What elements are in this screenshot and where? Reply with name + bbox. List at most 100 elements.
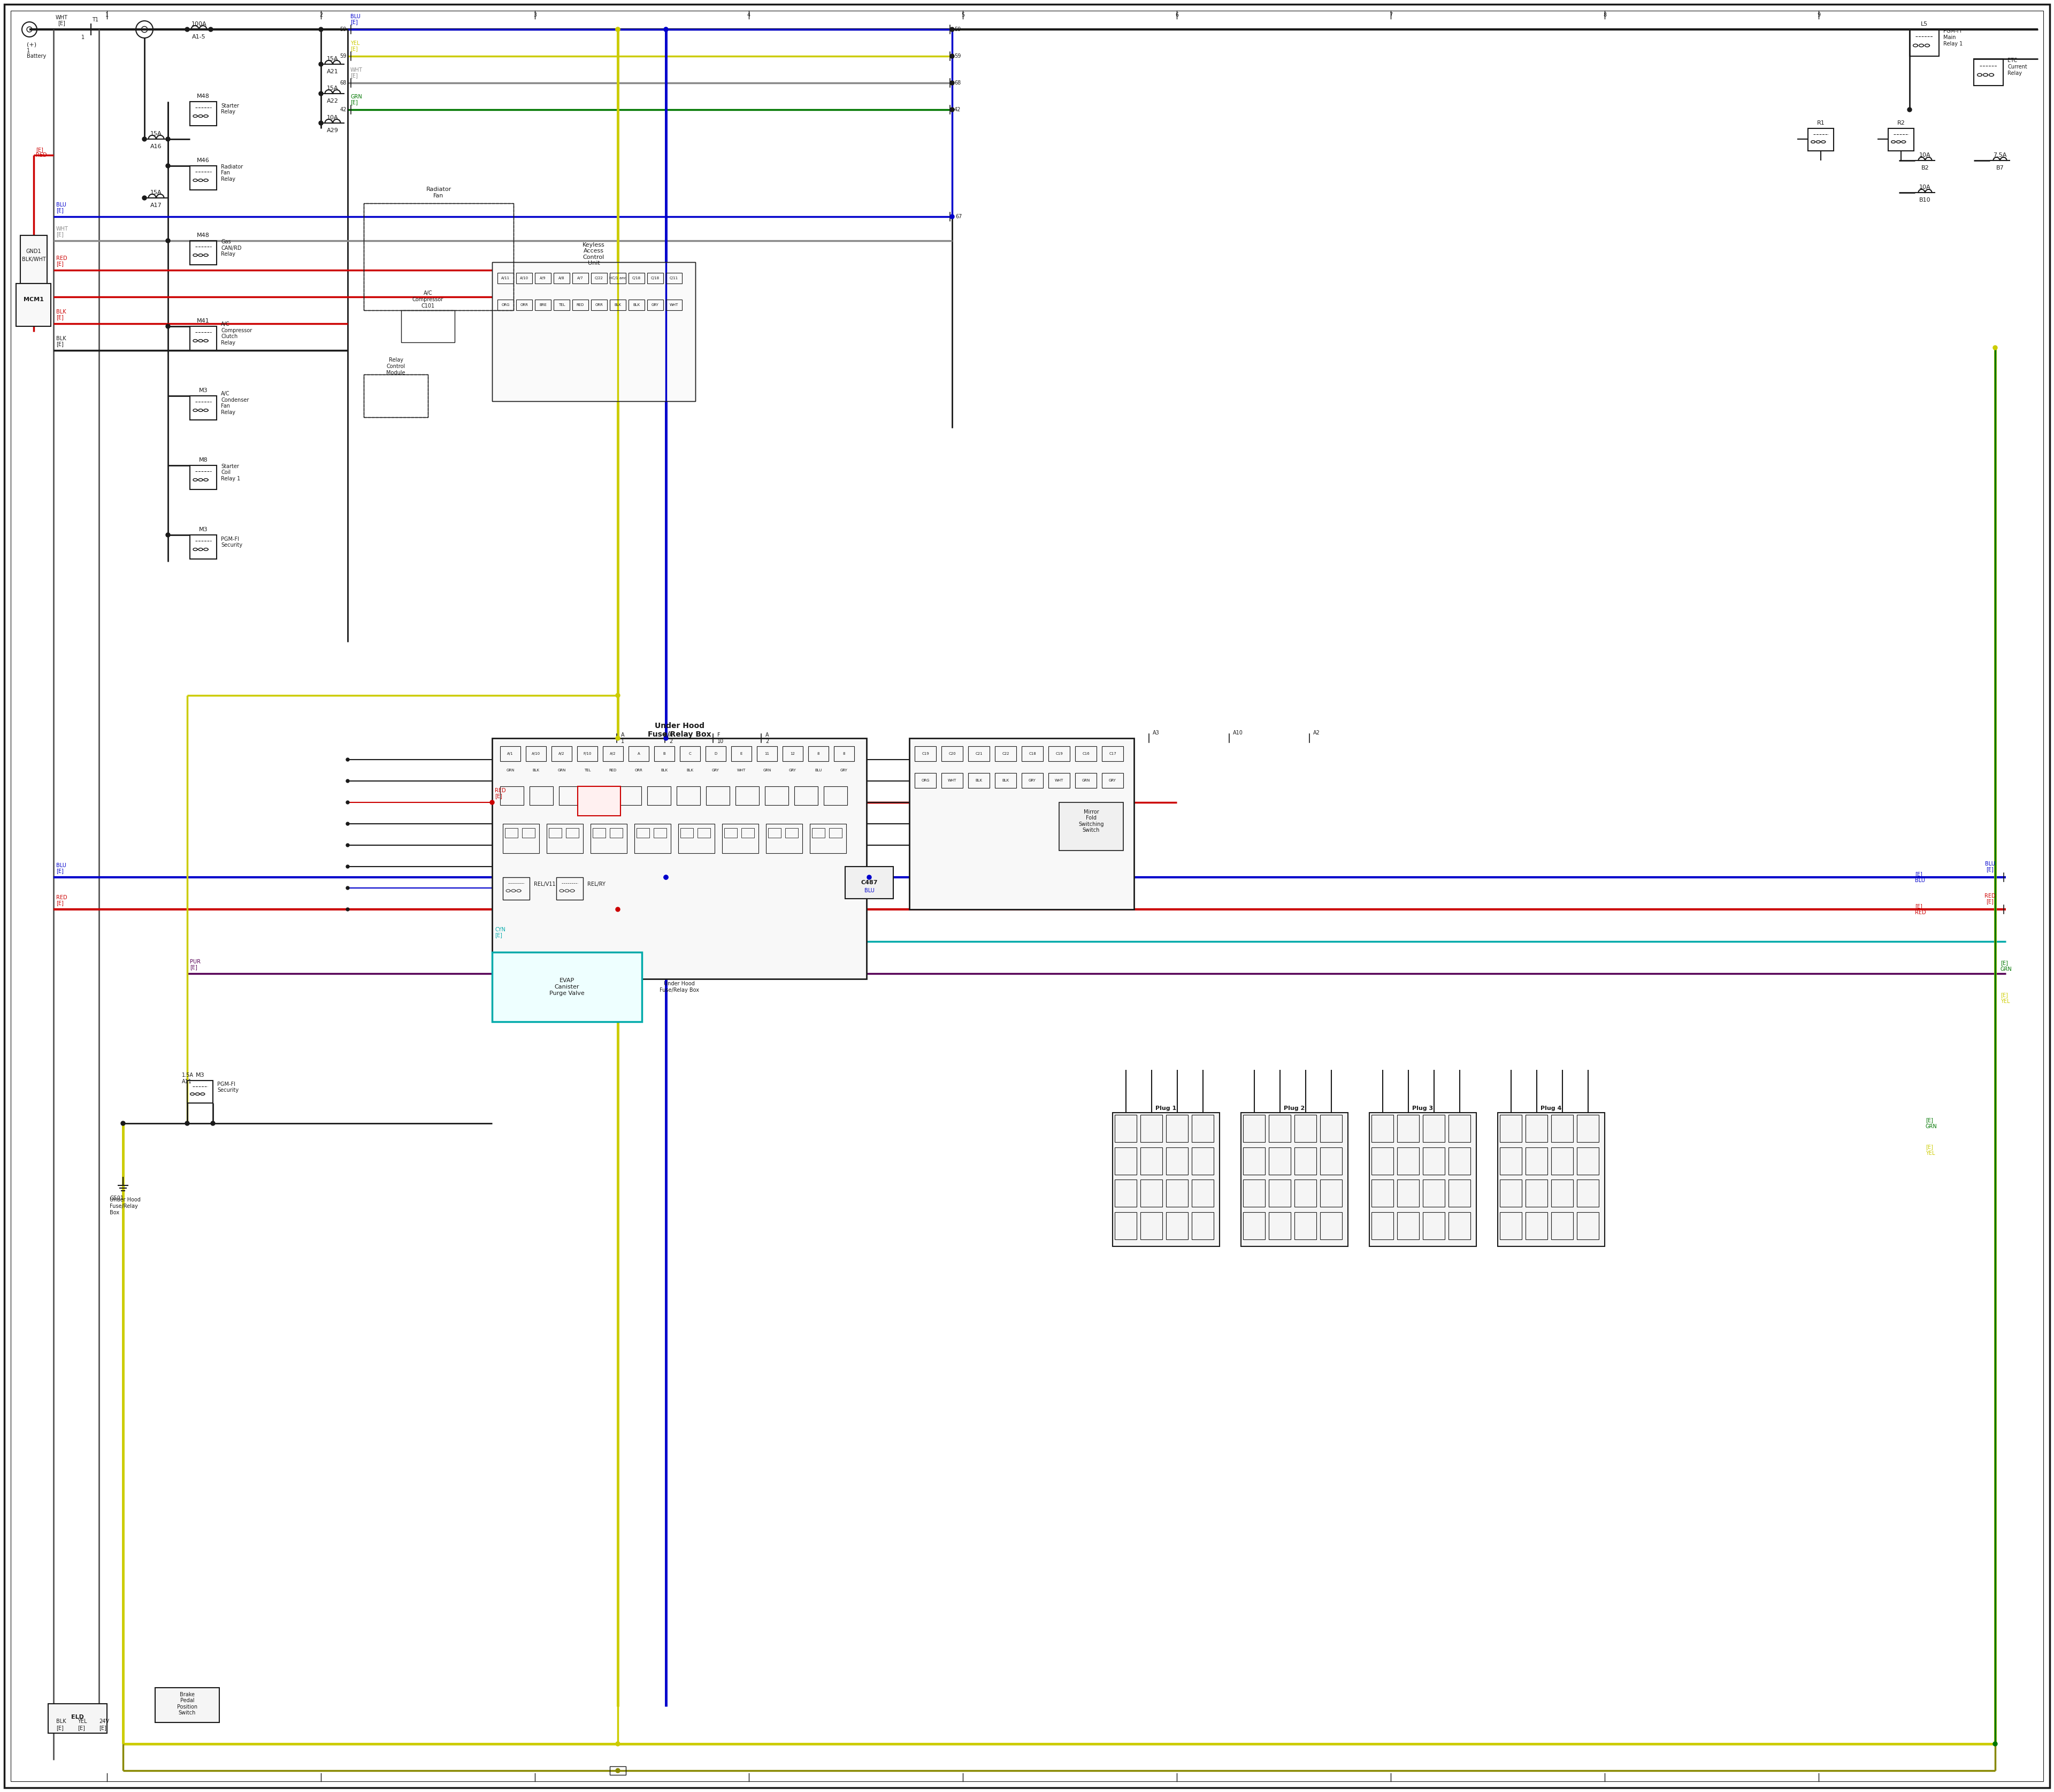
Text: BLU: BLU (55, 862, 66, 867)
Bar (1167, 1179, 1187, 1208)
Bar (364, 202, 514, 310)
Text: GRY: GRY (1029, 780, 1035, 781)
Bar (610, 299, 626, 310)
Text: MCM1: MCM1 (23, 297, 43, 303)
Text: A17: A17 (150, 202, 162, 208)
Circle shape (166, 324, 170, 328)
Bar (503, 824, 538, 853)
Text: A29: A29 (327, 127, 339, 133)
Bar (678, 824, 715, 853)
Bar (534, 299, 550, 310)
Text: [E]: [E] (495, 932, 501, 937)
Bar (1321, 1179, 1341, 1208)
Bar (1048, 772, 1070, 788)
Text: C/18: C/18 (633, 276, 641, 280)
Bar (499, 745, 520, 762)
Text: BLU: BLU (55, 202, 66, 208)
Bar (559, 787, 583, 805)
Text: WHT: WHT (737, 769, 746, 772)
Bar (1808, 129, 1834, 151)
Text: WHT: WHT (55, 14, 68, 20)
Bar (676, 787, 700, 805)
Bar (1048, 745, 1070, 762)
Bar (1397, 1147, 1419, 1176)
Text: [E]
BLU: [E] BLU (1914, 871, 1925, 883)
Text: 24V: 24V (99, 1719, 109, 1724)
Bar (1115, 1211, 1136, 1240)
Bar (1397, 1211, 1419, 1240)
Circle shape (345, 801, 349, 805)
Bar (914, 772, 937, 788)
Circle shape (121, 1122, 125, 1125)
Bar (1321, 1147, 1341, 1176)
Text: Plug 3: Plug 3 (1413, 1106, 1434, 1111)
Text: GRN: GRN (351, 95, 362, 100)
Bar (1243, 1179, 1265, 1208)
Circle shape (345, 844, 349, 848)
Bar (1423, 1211, 1444, 1240)
Text: [E]: [E] (351, 20, 357, 25)
Bar (493, 262, 696, 401)
Bar (1269, 1147, 1290, 1176)
Bar (1140, 1179, 1163, 1208)
Circle shape (663, 874, 668, 880)
Text: RED: RED (610, 769, 616, 772)
Text: A3: A3 (1152, 729, 1161, 735)
Bar (647, 299, 663, 310)
Bar (967, 772, 990, 788)
Text: A/9: A/9 (540, 276, 546, 280)
Bar (766, 824, 803, 853)
Bar (555, 299, 569, 310)
Text: 10A: 10A (1918, 152, 1931, 158)
Text: ETC
Current
Relay: ETC Current Relay (2007, 57, 2027, 75)
Bar (1269, 1211, 1290, 1240)
Text: Under Hood
Fuse/Relay
Box: Under Hood Fuse/Relay Box (109, 1197, 140, 1215)
Text: A21: A21 (327, 70, 339, 73)
Bar (1497, 1113, 1604, 1247)
Bar (587, 787, 612, 805)
Text: RED: RED (1984, 894, 1994, 898)
Text: 68: 68 (955, 81, 961, 86)
Bar (555, 272, 569, 283)
Text: A1-5: A1-5 (193, 34, 205, 39)
Bar (1423, 1115, 1444, 1142)
Text: ORR: ORR (635, 769, 643, 772)
Circle shape (142, 195, 146, 201)
Bar (557, 878, 583, 900)
Bar (573, 299, 587, 310)
Circle shape (166, 238, 170, 244)
Text: 67: 67 (955, 213, 961, 219)
Text: 42: 42 (955, 108, 961, 113)
Bar (1074, 745, 1097, 762)
Bar (1577, 1147, 1598, 1176)
Text: [E]: [E] (99, 1726, 107, 1731)
Text: Plug 1: Plug 1 (1156, 1106, 1177, 1111)
Text: R1: R1 (1818, 120, 1824, 125)
Bar (189, 536, 216, 559)
Bar (522, 828, 534, 837)
Bar (910, 738, 1134, 909)
Text: BLK: BLK (686, 769, 694, 772)
Text: Gas
CAN/RD
Relay: Gas CAN/RD Relay (222, 238, 242, 256)
Text: [E]: [E] (55, 1726, 64, 1731)
Bar (1370, 1113, 1477, 1247)
Text: A11: A11 (183, 1079, 191, 1084)
Bar (567, 828, 579, 837)
Bar (1191, 1115, 1214, 1142)
Text: RED: RED (35, 152, 47, 158)
Text: 1: 1 (27, 48, 31, 54)
Bar (610, 272, 626, 283)
Text: BLK: BLK (614, 303, 620, 306)
Bar (1551, 1115, 1573, 1142)
Text: M3: M3 (199, 387, 207, 392)
Bar (21, 235, 47, 283)
Bar (647, 787, 672, 805)
Text: A/1: A/1 (507, 753, 514, 754)
Text: A10: A10 (1232, 729, 1243, 735)
Text: [E]: [E] (1986, 898, 1994, 903)
Circle shape (166, 532, 170, 538)
Text: M41: M41 (197, 319, 210, 324)
Bar (610, 1767, 626, 1774)
Circle shape (345, 909, 349, 910)
Bar (741, 828, 754, 837)
